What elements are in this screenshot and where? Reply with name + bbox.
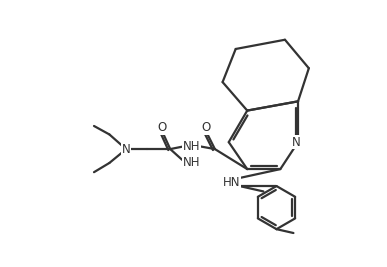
Text: O: O <box>157 121 166 134</box>
Text: NH: NH <box>183 156 200 170</box>
Text: N: N <box>122 143 131 156</box>
Text: O: O <box>201 121 210 134</box>
Text: N: N <box>292 136 301 149</box>
Text: NH: NH <box>183 139 200 152</box>
Text: HN: HN <box>223 176 241 189</box>
